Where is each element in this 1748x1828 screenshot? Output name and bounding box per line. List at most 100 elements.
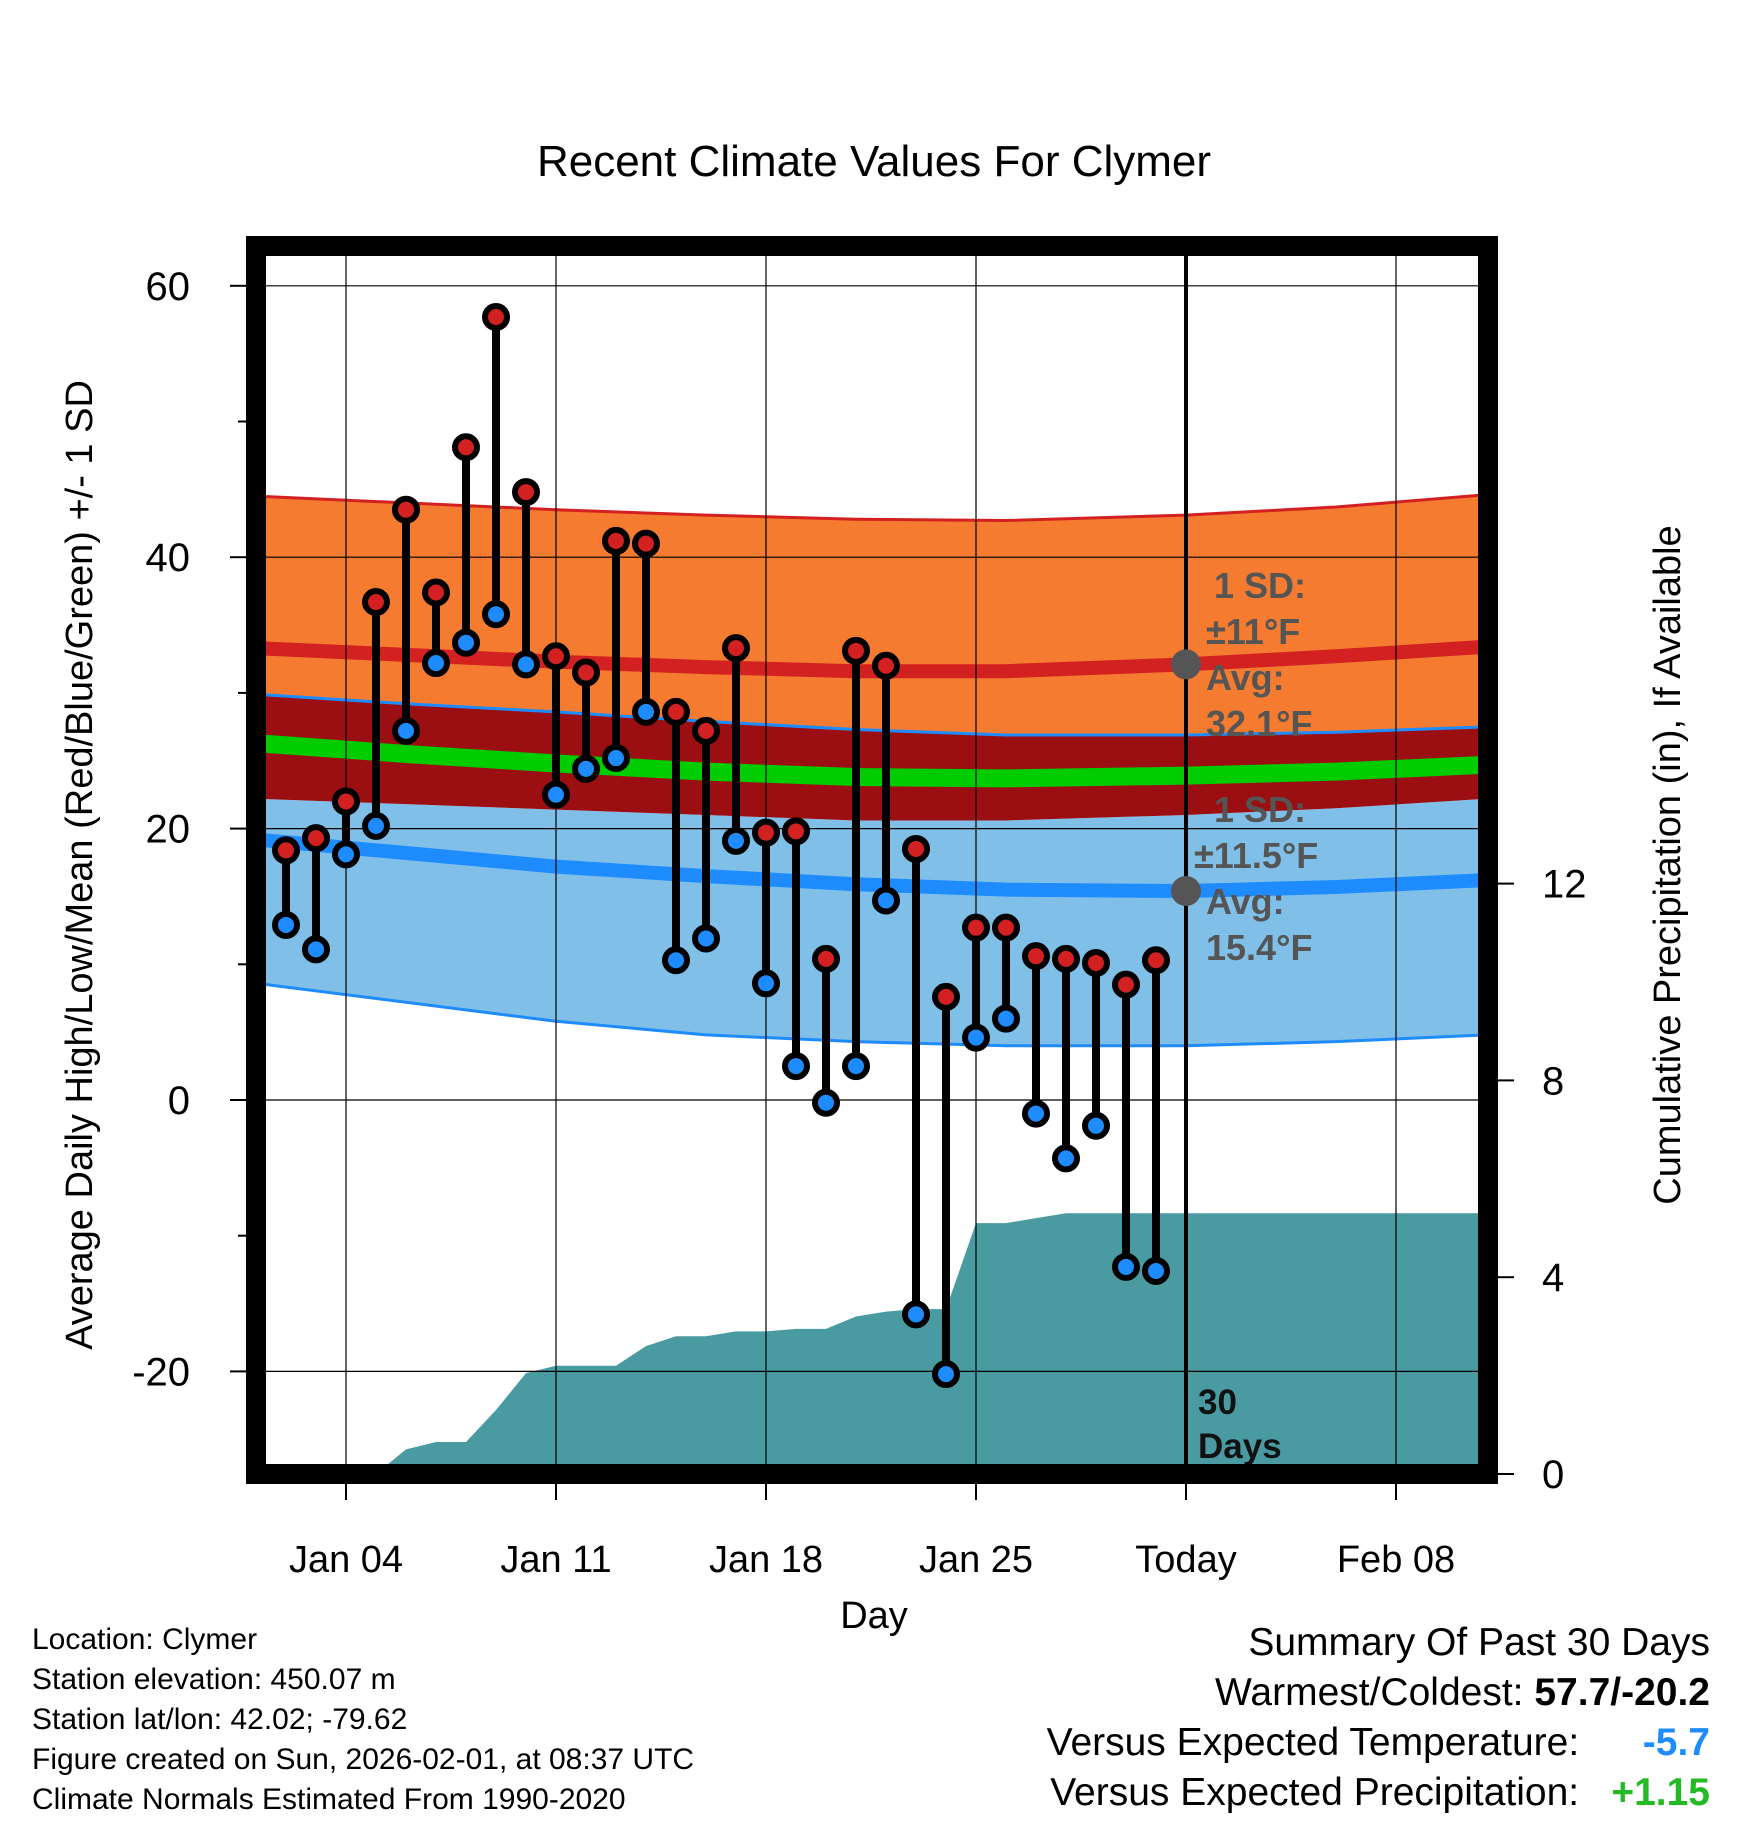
x-tick-label: Today (1135, 1539, 1236, 1581)
high-point (1112, 970, 1140, 999)
daily-range-bars (272, 303, 1170, 1389)
high-point (992, 913, 1020, 942)
day-range (542, 642, 570, 809)
x-tick-label: Jan 18 (709, 1539, 823, 1581)
plot-frame (246, 236, 1498, 1484)
normals-text: Climate Normals Estimated From 1990-2020 (32, 1783, 626, 1816)
day-range (482, 303, 510, 629)
day-range (902, 834, 930, 1329)
day-range (932, 982, 960, 1389)
high-point (902, 834, 930, 863)
day-range (992, 913, 1020, 1033)
day-range (662, 697, 690, 975)
low-point (812, 1088, 840, 1117)
location-text: Location: Clymer (32, 1623, 258, 1656)
low-point (632, 697, 660, 726)
precip-anomaly-value: +1.15 (1611, 1771, 1710, 1814)
high-point (572, 658, 600, 687)
high-point (1082, 948, 1110, 977)
day-range (962, 913, 990, 1052)
today-days-count: 30 (1198, 1383, 1237, 1422)
high-point (482, 303, 510, 332)
day-range (722, 634, 750, 855)
plot-area: 30 Days 1 SD: ±11°F Avg: 32.1°F 1 SD: ±11.5°F A… (255, 246, 1488, 1474)
day-range (782, 817, 810, 1081)
station-info: Location: Clymer Station elevation: 450.… (32, 1620, 694, 1820)
precip-anomaly-row: Versus Expected Precipitation: +1.15 (1047, 1768, 1710, 1818)
day-range (632, 529, 660, 726)
precip-tick-label: 12 (1542, 863, 1587, 907)
today-days-label: Days (1198, 1427, 1282, 1466)
high-point (1142, 946, 1170, 975)
high-point (512, 478, 540, 507)
high-point (392, 495, 420, 524)
warm-cold-value: 57.7/-20.2 (1534, 1671, 1710, 1714)
low-point (302, 935, 330, 964)
precipitation-area (256, 1213, 1486, 1474)
x-tick-label: Jan 25 (919, 1539, 1033, 1581)
precip-tick-label: 4 (1542, 1256, 1564, 1300)
day-range (842, 636, 870, 1081)
axes: -20 0 20 40 60 0 4 8 12 Jan 04 Jan 11 Jan 18 Jan 25 T… (132, 265, 1586, 1581)
day-range (1022, 942, 1050, 1128)
low-point (572, 754, 600, 783)
high-sd-band (256, 494, 1486, 735)
high-point (962, 913, 990, 942)
low-point (842, 1052, 870, 1081)
created-text: Figure created on Sun, 2026-02-01, at 08… (32, 1743, 695, 1776)
x-tick-label: Feb 08 (1337, 1539, 1455, 1581)
normal-avg-marker (1171, 876, 1201, 907)
day-range (692, 716, 720, 953)
low-point (872, 886, 900, 915)
low-point (722, 826, 750, 855)
low-point (1142, 1256, 1170, 1285)
low-point (1082, 1111, 1110, 1140)
high-point (752, 818, 780, 847)
warm-cold-row: Warmest/Coldest: 57.7/-20.2 (1047, 1668, 1710, 1718)
today-marker: 30 Days (1184, 246, 1282, 1474)
day-range (602, 526, 630, 773)
sd-value: ±11.5°F (1194, 835, 1318, 876)
sd-value: ±11°F (1206, 611, 1300, 652)
summary-title: Summary Of Past 30 Days (1248, 1621, 1710, 1664)
low-point (482, 600, 510, 629)
low-point (932, 1360, 960, 1389)
gridlines (256, 246, 1488, 1474)
high-point (812, 944, 840, 973)
low-point (392, 716, 420, 745)
low-point (962, 1023, 990, 1052)
day-range (512, 478, 540, 679)
summary-panel: Summary Of Past 30 Days Warmest/Coldest:… (1047, 1618, 1710, 1818)
sd-label: 1 SD: (1214, 789, 1306, 830)
y-axis-label-right: Cumulative Precipitation (in), If Availa… (1647, 525, 1689, 1204)
temp-anomaly-value: -5.7 (1642, 1721, 1710, 1764)
y-tick-label: 20 (146, 808, 191, 852)
high-normal-stats: 1 SD: ±11°F Avg: 32.1°F (1171, 565, 1312, 744)
day-range (872, 651, 900, 915)
day-range (422, 578, 450, 678)
normal-stats-annotations: 1 SD: ±11°F Avg: 32.1°F 1 SD: ±11.5°F Avg: 15.4… (1171, 565, 1318, 968)
day-range (1052, 944, 1080, 1173)
latlon-text: Station lat/lon: 42.02; -79.62 (32, 1703, 408, 1736)
high-point (362, 587, 390, 616)
x-tick-label: Jan 11 (500, 1539, 611, 1581)
high-point (272, 836, 300, 865)
high-point (452, 433, 480, 462)
high-point (422, 578, 450, 607)
low-point (752, 969, 780, 998)
normal-avg-marker (1171, 649, 1201, 680)
high-point (662, 697, 690, 726)
warm-cold-label: Warmest/Coldest: (1215, 1671, 1524, 1714)
day-range (302, 824, 330, 964)
day-range (812, 944, 840, 1117)
avg-value: 15.4°F (1206, 927, 1312, 968)
day-range (1142, 946, 1170, 1285)
temp-anomaly-row: Versus Expected Temperature: -5.7 (1047, 1718, 1710, 1768)
chart-title: Recent Climate Values For Clymer (537, 137, 1211, 186)
low-point (902, 1300, 930, 1329)
low-point (602, 744, 630, 773)
high-point (542, 642, 570, 671)
high-point (722, 634, 750, 663)
low-point (422, 649, 450, 678)
